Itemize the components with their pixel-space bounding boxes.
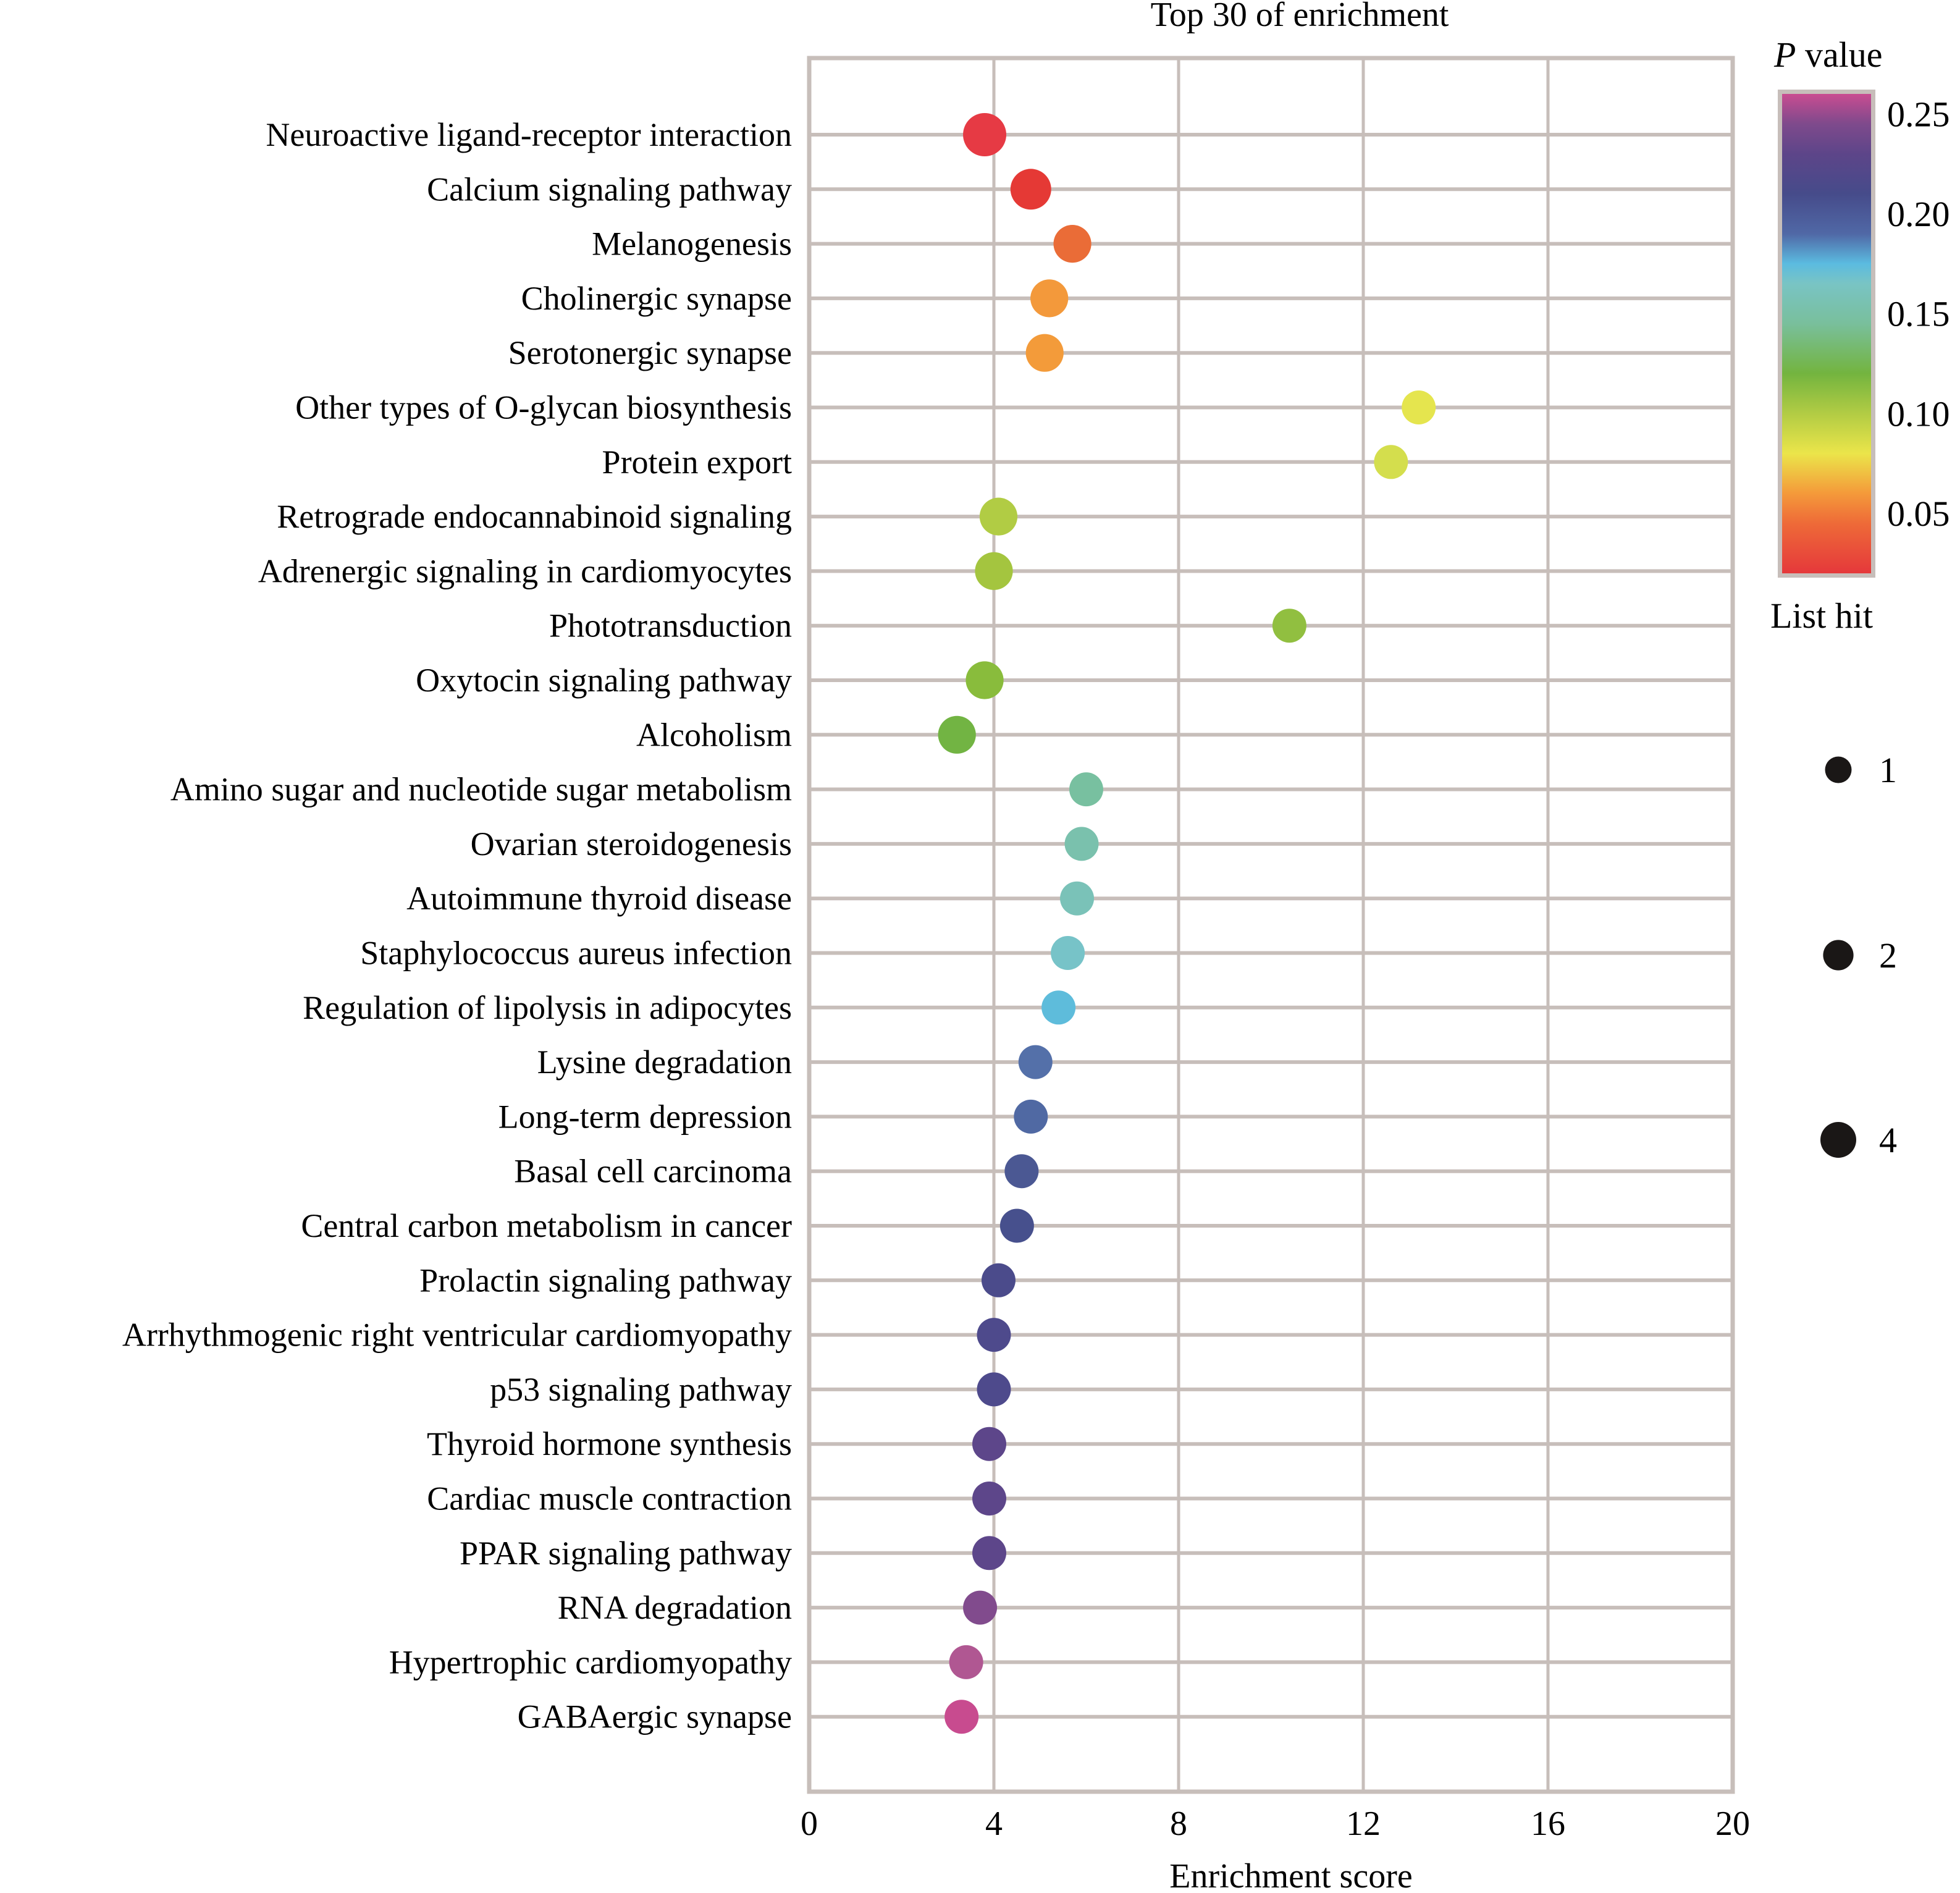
y-tick-label: Arrhythmogenic right ventricular cardiom… xyxy=(122,1317,792,1354)
y-tick-label: Thyroid hormone synthesis xyxy=(427,1425,792,1462)
y-tick-label: Basal cell carcinoma xyxy=(514,1153,792,1190)
data-point xyxy=(1014,1099,1048,1134)
y-tick-label: Ovarian steroidogenesis xyxy=(471,825,792,862)
p-value-tick-label: 0.20 xyxy=(1887,194,1950,234)
chart-title: Top 30 of enrichment xyxy=(1151,0,1449,34)
y-tick-label: Alcoholism xyxy=(636,716,792,753)
y-tick-label: RNA degradation xyxy=(558,1589,792,1626)
plot-frame xyxy=(807,56,1735,1794)
data-point xyxy=(1041,990,1076,1025)
data-point xyxy=(1030,279,1069,318)
list-hit-legend-items: 1 2 4 xyxy=(1820,750,1897,1160)
y-tick-label: Lysine degradation xyxy=(537,1043,792,1081)
list-hit-legend-dot xyxy=(1825,756,1852,783)
p-value-legend-title-italic: P xyxy=(1773,35,1796,75)
data-point xyxy=(1060,881,1095,916)
y-tick-label: Phototransduction xyxy=(549,607,792,644)
list-hit-legend-title: List hit xyxy=(1770,596,1873,636)
data-point xyxy=(977,1372,1011,1407)
y-tick-label: Serotonergic synapse xyxy=(508,334,792,371)
data-point xyxy=(963,1590,998,1625)
y-tick-label: Hypertrophic cardiomyopathy xyxy=(389,1643,792,1680)
y-tick-label: Regulation of lipolysis in adipocytes xyxy=(303,989,792,1026)
data-point xyxy=(963,113,1007,156)
y-tick-label: Retrograde endocannabinoid signaling xyxy=(277,498,792,535)
data-point xyxy=(1010,169,1051,210)
data-point xyxy=(981,1263,1016,1297)
data-point xyxy=(949,1645,983,1679)
data-point xyxy=(1025,334,1064,372)
data-point xyxy=(972,1482,1007,1516)
data-point xyxy=(1064,827,1099,861)
data-points xyxy=(938,113,1436,1734)
data-point xyxy=(1051,936,1085,970)
p-value-tick-label: 0.05 xyxy=(1887,494,1950,534)
data-point xyxy=(944,1700,979,1734)
x-axis-ticks: 0 4 8 12 16 20 xyxy=(801,1805,1750,1843)
data-point xyxy=(1069,772,1103,807)
y-tick-label: Long-term depression xyxy=(498,1098,792,1135)
y-tick-label: Other types of O-glycan biosynthesis xyxy=(295,389,792,426)
p-value-legend: P value 0.25 0.20 0.15 0.10 0.05 xyxy=(1773,35,1950,578)
y-tick-label: Neuroactive ligand-receptor interaction xyxy=(266,116,792,153)
data-point xyxy=(979,497,1018,536)
p-value-tick-label: 0.10 xyxy=(1887,394,1950,434)
data-point xyxy=(999,1208,1034,1243)
data-point xyxy=(1004,1154,1039,1189)
x-tick-label: 20 xyxy=(1715,1805,1750,1843)
data-point xyxy=(1272,609,1306,643)
data-point xyxy=(1402,390,1436,424)
y-tick-label: PPAR signaling pathway xyxy=(460,1535,792,1572)
p-value-legend-title: P value xyxy=(1773,35,1883,75)
y-axis-labels: Neuroactive ligand-receptor interaction C… xyxy=(122,116,792,1735)
data-point xyxy=(1053,224,1091,263)
y-tick-label: Autoimmune thyroid disease xyxy=(406,880,792,917)
list-hit-legend: List hit 1 2 4 xyxy=(1770,596,1897,1160)
x-axis-title: Enrichment score xyxy=(1169,1857,1412,1893)
list-hit-legend-label: 4 xyxy=(1879,1120,1897,1160)
data-point xyxy=(972,1536,1007,1570)
p-value-colorbar xyxy=(1782,94,1871,573)
data-point xyxy=(1018,1045,1053,1079)
y-tick-label: Amino sugar and nucleotide sugar metabol… xyxy=(170,771,792,808)
p-value-legend-title-rest: value xyxy=(1796,35,1882,75)
list-hit-legend-dot xyxy=(1823,940,1854,971)
data-point xyxy=(938,715,976,754)
p-value-tick-label: 0.15 xyxy=(1887,294,1950,334)
y-tick-label: Prolactin signaling pathway xyxy=(419,1262,792,1299)
y-tick-label: Melanogenesis xyxy=(592,226,792,263)
x-tick-label: 16 xyxy=(1531,1805,1565,1843)
y-tick-label: Staphylococcus aureus infection xyxy=(360,935,792,972)
list-hit-legend-label: 1 xyxy=(1879,750,1897,790)
grid xyxy=(809,58,1733,1792)
p-value-legend-ticks: 0.25 0.20 0.15 0.10 0.05 xyxy=(1887,94,1950,534)
y-tick-label: Central carbon metabolism in cancer xyxy=(301,1207,792,1244)
x-tick-label: 12 xyxy=(1346,1805,1381,1843)
p-value-tick-label: 0.25 xyxy=(1887,94,1950,134)
data-point xyxy=(1374,445,1408,479)
y-tick-label: Oxytocin signaling pathway xyxy=(416,662,792,699)
list-hit-legend-label: 2 xyxy=(1879,935,1897,976)
list-hit-legend-dot xyxy=(1820,1122,1856,1158)
y-tick-label: Calcium signaling pathway xyxy=(427,171,792,208)
data-point xyxy=(965,661,1004,699)
data-point xyxy=(975,552,1013,591)
y-tick-label: Protein export xyxy=(602,444,792,481)
y-tick-label: Cholinergic synapse xyxy=(521,280,792,317)
x-tick-label: 8 xyxy=(1170,1805,1187,1843)
x-tick-label: 4 xyxy=(985,1805,1003,1843)
y-tick-label: Cardiac muscle contraction xyxy=(427,1480,792,1517)
y-tick-label: p53 signaling pathway xyxy=(490,1371,792,1408)
y-tick-label: GABAergic synapse xyxy=(518,1698,792,1735)
data-point xyxy=(977,1318,1011,1352)
data-point xyxy=(972,1427,1007,1461)
x-tick-label: 0 xyxy=(801,1805,818,1843)
y-tick-label: Adrenergic signaling in cardiomyocytes xyxy=(258,552,792,589)
